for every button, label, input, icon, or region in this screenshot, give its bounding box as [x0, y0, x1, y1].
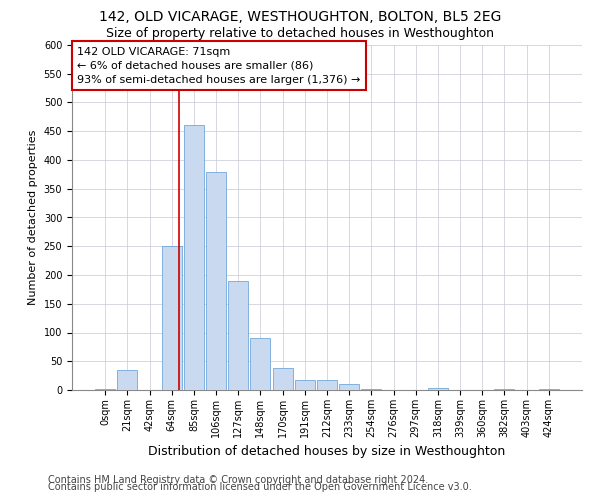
Bar — [162, 246, 182, 390]
Text: Contains HM Land Registry data © Crown copyright and database right 2024.: Contains HM Land Registry data © Crown c… — [48, 475, 428, 485]
Y-axis label: Number of detached properties: Number of detached properties — [28, 130, 38, 305]
X-axis label: Distribution of detached houses by size in Westhoughton: Distribution of detached houses by size … — [148, 446, 506, 458]
Bar — [428, 388, 448, 390]
Bar — [494, 389, 514, 390]
Text: 142 OLD VICARAGE: 71sqm
← 6% of detached houses are smaller (86)
93% of semi-det: 142 OLD VICARAGE: 71sqm ← 6% of detached… — [77, 46, 361, 84]
Bar — [250, 338, 271, 390]
Text: Contains public sector information licensed under the Open Government Licence v3: Contains public sector information licen… — [48, 482, 472, 492]
Text: Size of property relative to detached houses in Westhoughton: Size of property relative to detached ho… — [106, 28, 494, 40]
Bar — [272, 368, 293, 390]
Bar — [295, 380, 315, 390]
Bar — [206, 172, 226, 390]
Bar — [118, 370, 137, 390]
Bar — [339, 384, 359, 390]
Text: 142, OLD VICARAGE, WESTHOUGHTON, BOLTON, BL5 2EG: 142, OLD VICARAGE, WESTHOUGHTON, BOLTON,… — [99, 10, 501, 24]
Bar — [184, 126, 204, 390]
Bar — [361, 389, 382, 390]
Bar — [228, 281, 248, 390]
Bar — [317, 380, 337, 390]
Bar — [95, 389, 115, 390]
Bar — [539, 389, 559, 390]
